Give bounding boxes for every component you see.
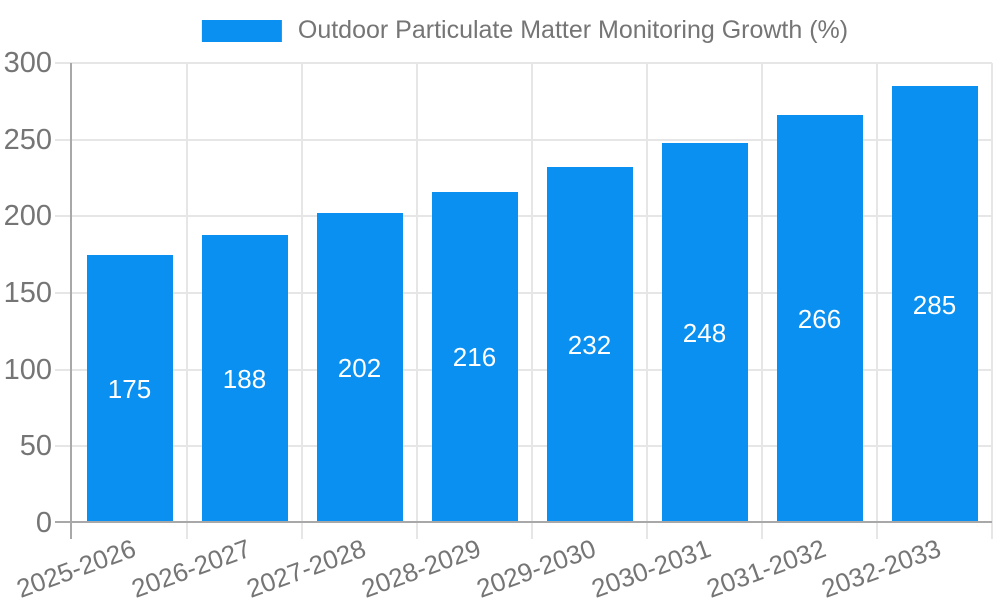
legend-swatch-icon (201, 19, 282, 42)
x-tick-label-2025-2026: 2025-2026 (12, 533, 140, 600)
gridline-x-3 (416, 63, 418, 539)
x-tick-label-2031-2032: 2031-2032 (702, 533, 830, 600)
bar-2027-2028[interactable]: 202 (316, 213, 403, 523)
legend-label: Outdoor Particulate Matter Monitoring Gr… (297, 16, 849, 44)
bar-2032-2033[interactable]: 285 (891, 86, 978, 523)
y-tick-label-0: 0 (35, 507, 52, 539)
y-axis-line (70, 63, 72, 539)
bar-value-label: 216 (452, 342, 497, 373)
bar-value-label: 232 (567, 330, 612, 361)
x-tick-label-2028-2029: 2028-2029 (357, 533, 485, 600)
x-tick-label-2032-2033: 2032-2033 (817, 533, 945, 600)
y-tick-label-100: 100 (3, 353, 52, 386)
bar-2025-2026[interactable]: 175 (86, 254, 173, 523)
gridline-x-6 (761, 63, 763, 539)
legend[interactable]: Outdoor Particulate Matter Monitoring Gr… (201, 16, 849, 45)
x-tick-label-2029-2030: 2029-2030 (472, 533, 600, 600)
gridline-y-50 (55, 445, 992, 448)
y-tick-label-250: 250 (3, 123, 52, 156)
gridline-y-100 (55, 368, 992, 371)
bar-2031-2032[interactable]: 266 (776, 115, 863, 523)
bar-2029-2030[interactable]: 232 (546, 167, 633, 523)
y-tick-label-150: 150 (3, 277, 52, 309)
gridline-x-8 (991, 63, 993, 539)
bar-2026-2027[interactable]: 188 (201, 234, 288, 523)
plot-area: 0 50 100 150 200 250 300 175 2025-2026 188 2026-20… (4, 47, 993, 600)
bar-value-label: 175 (107, 373, 152, 404)
bar-value-label: 202 (337, 353, 382, 384)
y-tick-label-200: 200 (3, 200, 52, 233)
x-tick-label-2027-2028: 2027-2028 (242, 533, 370, 600)
gridline-y-250 (55, 138, 992, 141)
y-tick-label-300: 300 (3, 47, 52, 79)
gridline-y-150 (55, 292, 992, 294)
gridline-x-5 (646, 63, 648, 539)
gridline-x-7 (876, 63, 878, 539)
bar-value-label: 248 (682, 317, 727, 348)
bar-2028-2029[interactable]: 216 (431, 191, 518, 523)
x-tick-label-2030-2031: 2030-2031 (587, 533, 715, 600)
gridline-y-300 (55, 62, 992, 64)
bar-value-label: 285 (912, 289, 957, 320)
x-tick-label-2026-2027: 2026-2027 (127, 533, 255, 600)
x-axis-line (55, 521, 992, 523)
gridline-x-4 (531, 63, 533, 539)
bar-value-label: 188 (222, 363, 267, 394)
gridline-x-2 (301, 63, 303, 539)
gridline-x-1 (186, 63, 188, 539)
bar-2030-2031[interactable]: 248 (661, 142, 748, 523)
bar-value-label: 266 (797, 304, 842, 335)
gridline-y-200 (55, 215, 992, 218)
y-tick-label-50: 50 (19, 430, 52, 463)
